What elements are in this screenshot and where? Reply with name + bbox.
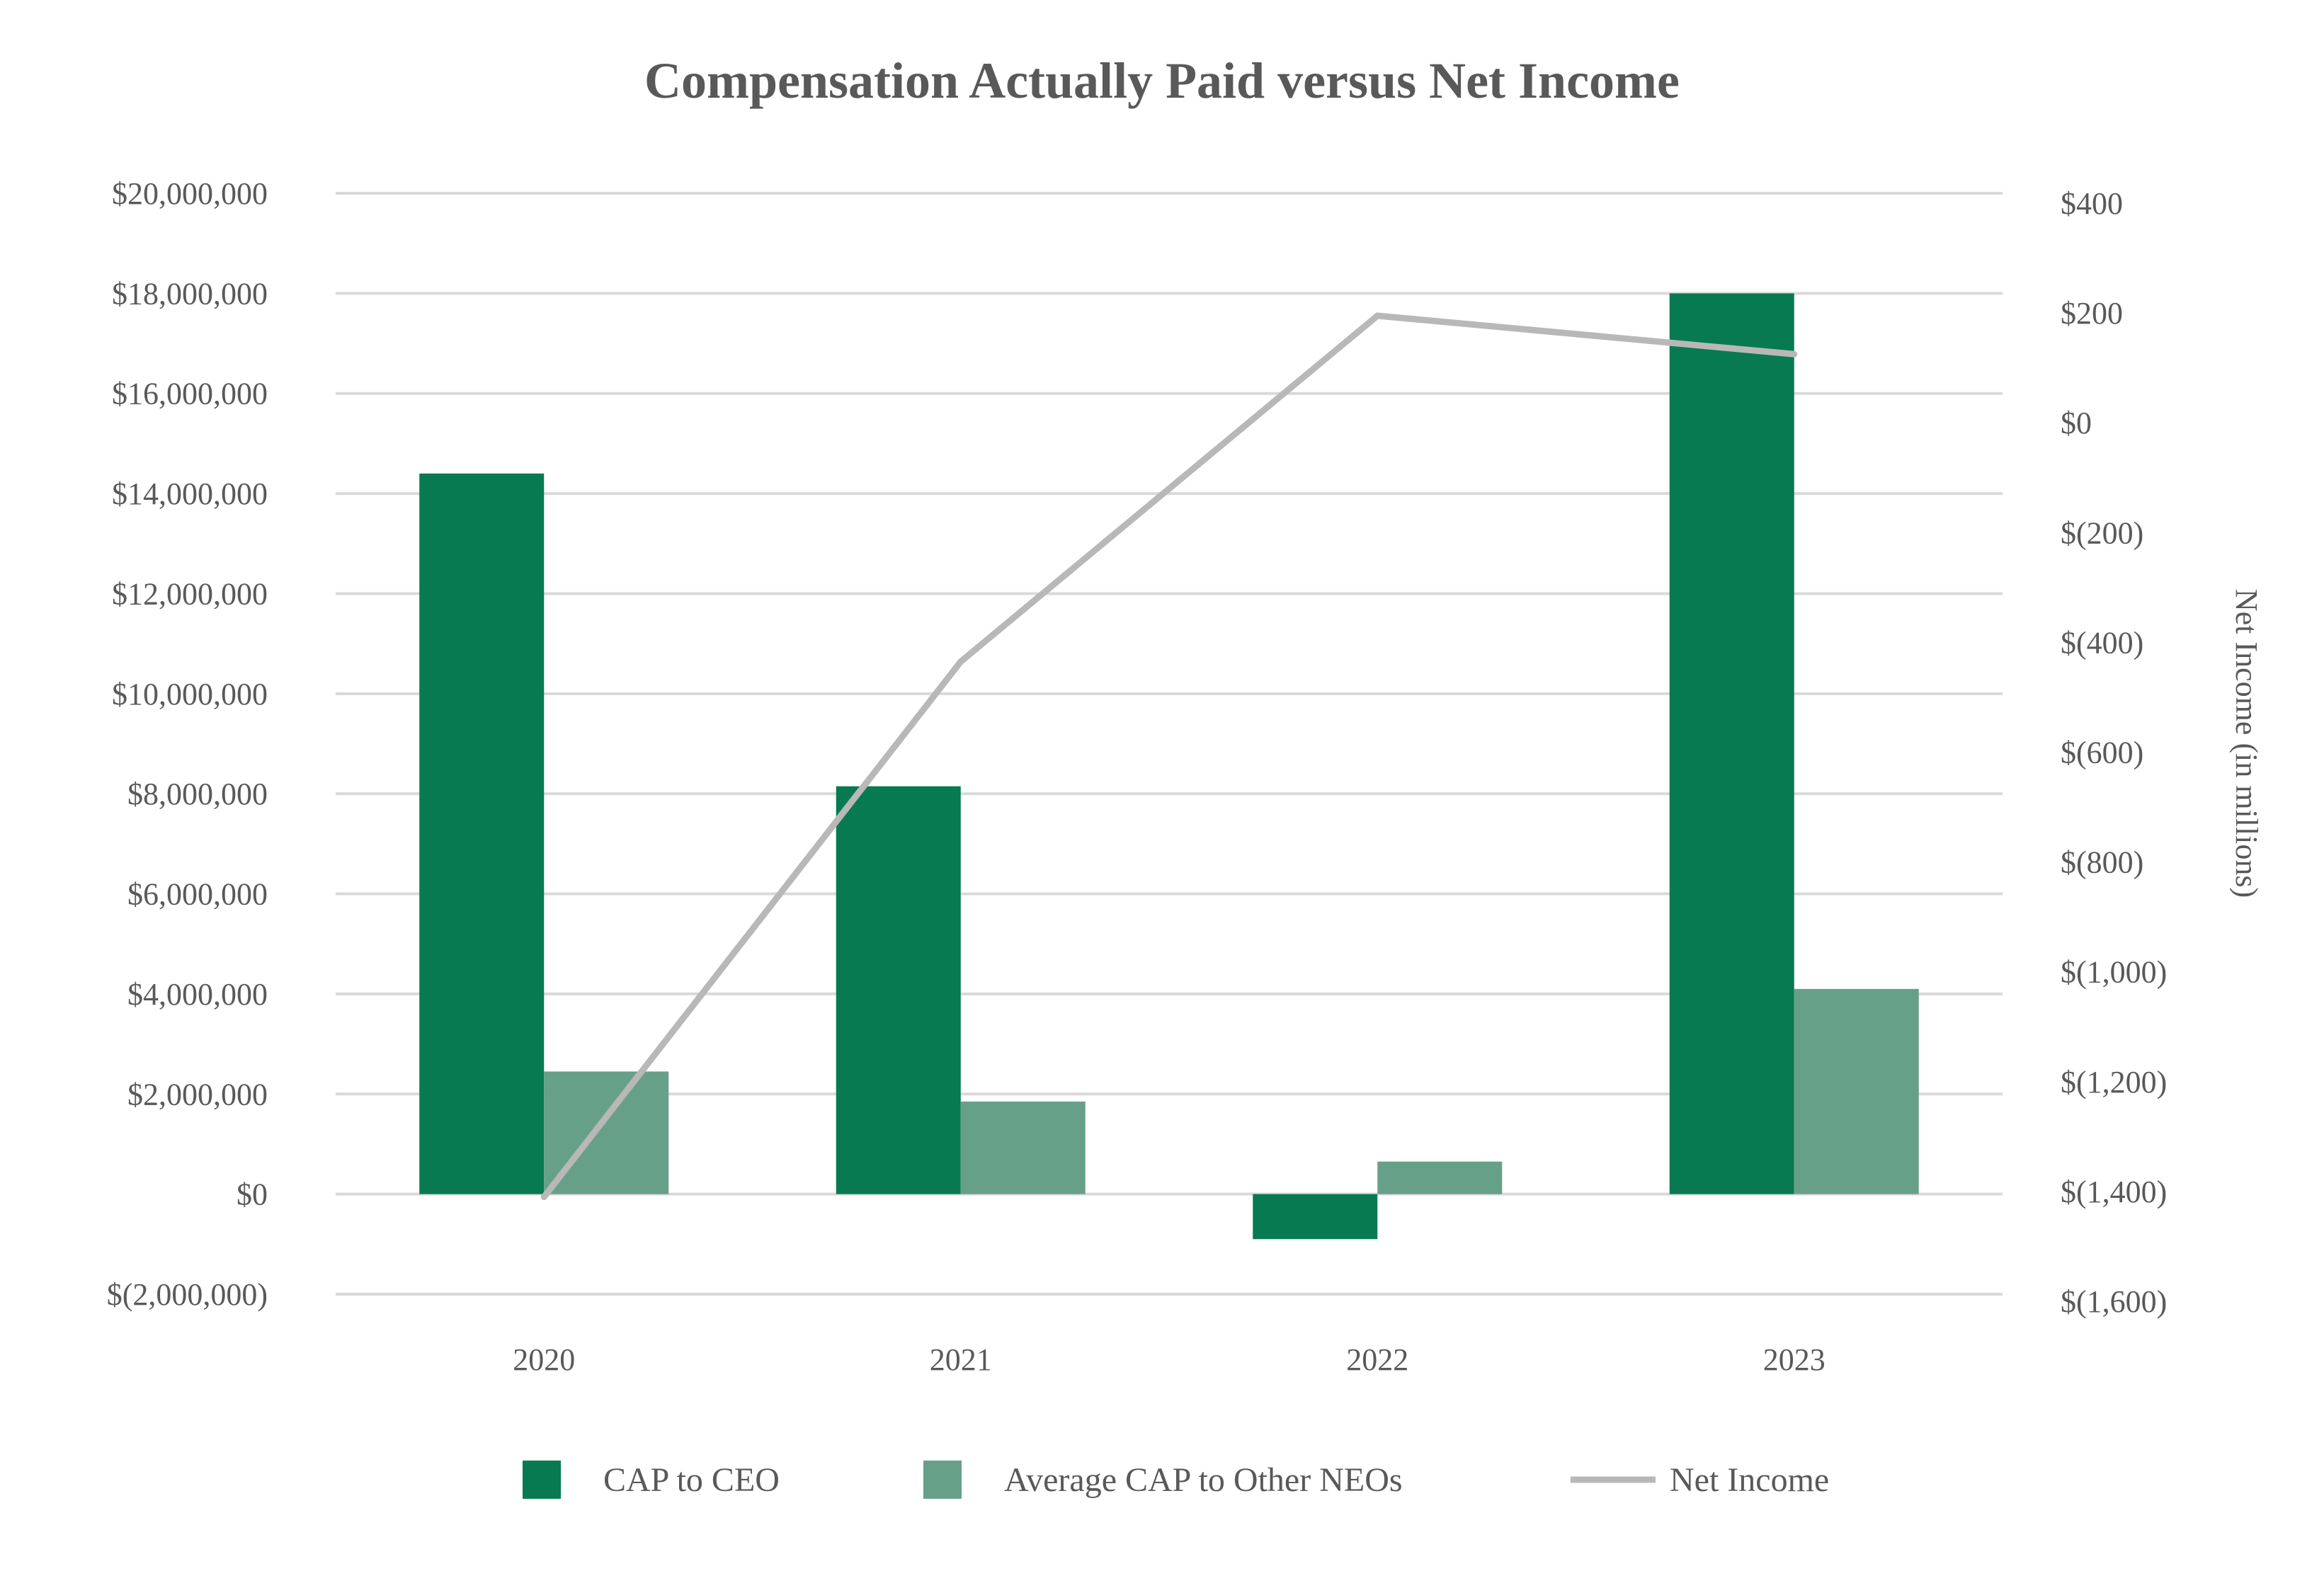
right-tick-label: $(1,200) (2061, 1065, 2167, 1099)
x-tick-label: 2020 (513, 1342, 575, 1377)
left-tick-label: $12,000,000 (112, 576, 268, 611)
right-tick-label: $(800) (2061, 845, 2143, 880)
legend: CAP to CEO Average CAP to Other NEOs Net I… (523, 1461, 1829, 1499)
net-income-line (541, 312, 1795, 1199)
right-tick-label: $(400) (2061, 625, 2143, 660)
left-tick-label: $10,000,000 (112, 677, 268, 712)
left-tick-label: $20,000,000 (112, 176, 268, 211)
legend-swatch-1 (923, 1461, 962, 1499)
left-tick-label: $(2,000,000) (107, 1277, 268, 1312)
right-tick-label: $200 (2061, 296, 2123, 331)
left-tick-label: $4,000,000 (127, 977, 268, 1012)
legend-label-0: CAP to CEO (603, 1461, 780, 1499)
right-tick-label: $(600) (2061, 736, 2143, 770)
bar-cap-to-ceo-2021 (836, 786, 961, 1194)
x-tick-label: 2021 (930, 1342, 992, 1377)
right-tick-label: $(1,000) (2061, 955, 2167, 990)
bar-series (419, 293, 1919, 1240)
bar-cap-to-ceo-2023 (1669, 293, 1794, 1194)
right-tick-label: $400 (2061, 186, 2123, 221)
chart-title: Compensation Actually Paid versus Net In… (644, 52, 1680, 109)
legend-label-1: Average CAP to Other NEOs (1004, 1461, 1403, 1499)
bar-cap-to-ceo-2022 (1253, 1194, 1378, 1240)
left-tick-label: $14,000,000 (112, 476, 268, 511)
left-tick-label: $16,000,000 (112, 377, 268, 411)
net-income-point-2023 (1791, 350, 1798, 358)
bar-average-cap-to-other-neos-2022 (1377, 1161, 1503, 1194)
left-tick-label: $18,000,000 (112, 276, 268, 311)
bar-average-cap-to-other-neos-2023 (1794, 988, 1919, 1194)
x-tick-label: 2022 (1346, 1342, 1408, 1377)
right-tick-label: $0 (2061, 406, 2092, 440)
bar-average-cap-to-other-neos-2021 (960, 1101, 1086, 1194)
x-tick-label: 2023 (1763, 1342, 1825, 1377)
net-income-point-2020 (540, 1194, 547, 1201)
right-axis-ticks: $400 $200 $0 $(200) $(400) $(600) $(800) $(1,00… (2061, 186, 2167, 1319)
legend-label-2: Net Income (1670, 1461, 1829, 1499)
left-tick-label: $2,000,000 (127, 1077, 268, 1112)
net-income-point-2022 (1374, 312, 1381, 319)
line-series (540, 312, 1798, 1201)
net-income-point-2021 (957, 658, 964, 665)
right-tick-label: $(1,600) (2061, 1284, 2167, 1319)
x-axis-ticks: 2020 2021 2022 2023 (513, 1342, 1825, 1377)
right-tick-label: $(1,400) (2061, 1175, 2167, 1209)
left-tick-label: $6,000,000 (127, 877, 268, 912)
right-axis-label: Net Income (in millions) (2229, 589, 2264, 898)
legend-swatch-0 (523, 1461, 561, 1499)
bar-cap-to-ceo-2020 (419, 473, 545, 1194)
left-tick-label: $0 (237, 1177, 268, 1212)
right-tick-label: $(200) (2061, 515, 2143, 550)
left-tick-label: $8,000,000 (127, 777, 268, 811)
left-axis-ticks: $20,000,000 $18,000,000 $16,000,000 $14,000… (107, 176, 268, 1312)
